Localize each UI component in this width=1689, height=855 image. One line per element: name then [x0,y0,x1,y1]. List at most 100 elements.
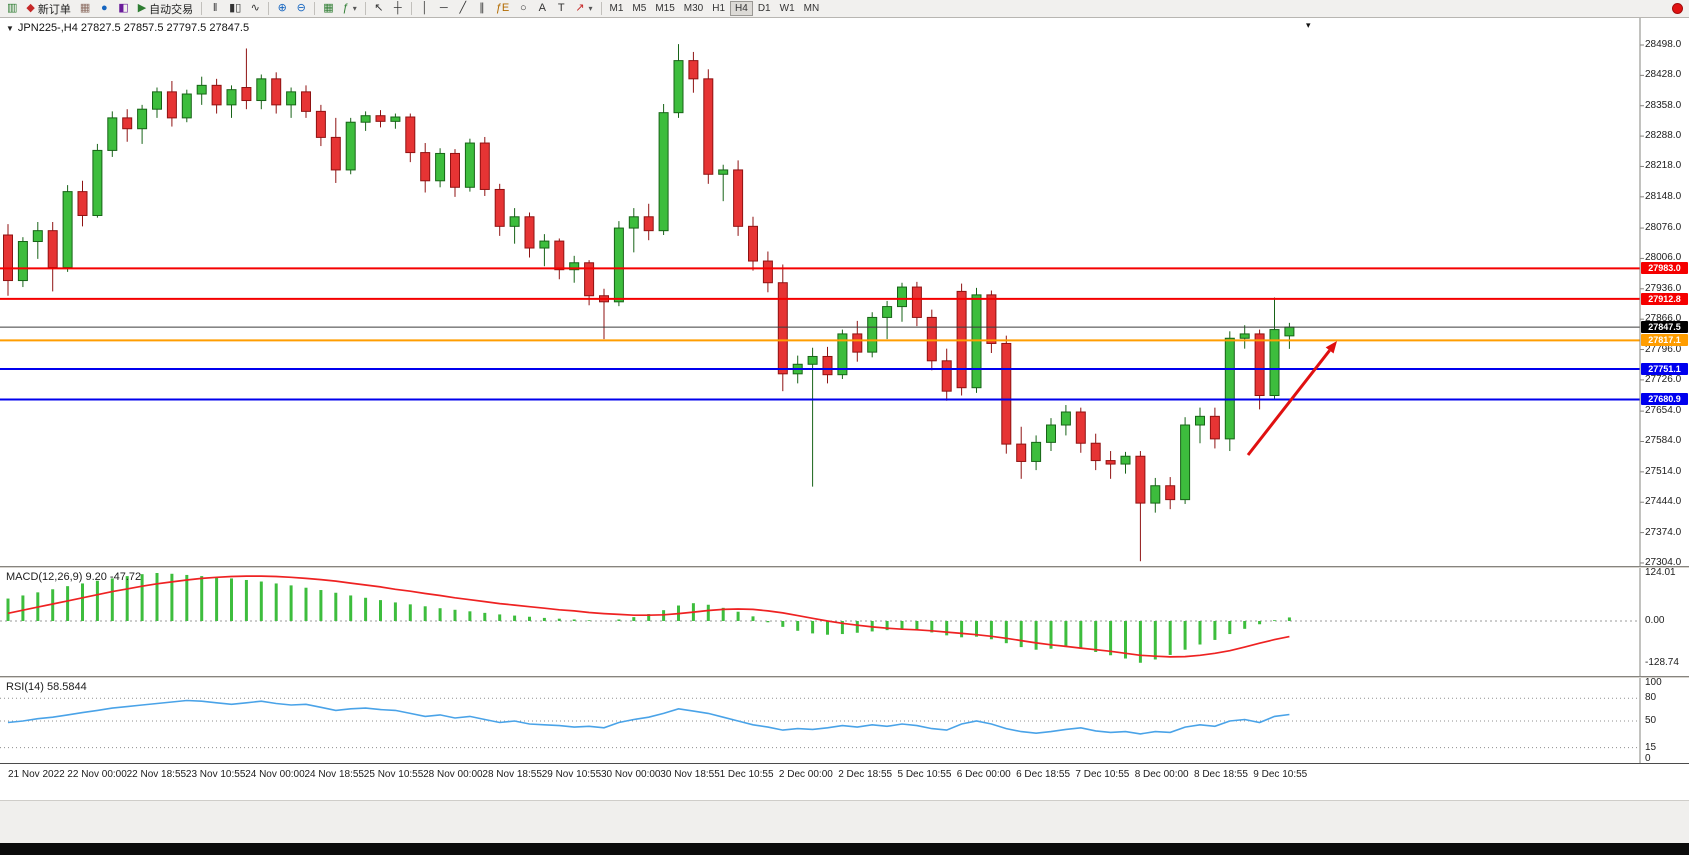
text-button[interactable]: A [533,1,551,17]
candle [1150,477,1161,513]
trend-arrow-object[interactable] [1246,341,1337,456]
time-axis-label: 6 Dec 18:55 [1016,769,1071,780]
timeframe-m15-button[interactable]: M15 [655,3,675,14]
candle [301,85,311,118]
candle [360,111,371,131]
candle [688,51,699,93]
candle [897,282,907,322]
price-axis-label: 27796.0 [1645,343,1682,355]
candle [1016,426,1027,479]
fibonacci-button[interactable]: ƒE [492,1,513,17]
price-axis-label: 28006.0 [1645,252,1682,264]
time-axis-label: 25 Nov 10:55 [363,769,424,780]
time-axis-label: 24 Nov 00:00 [245,769,305,780]
bar-chart-mode-button[interactable]: ‖ [206,1,224,17]
chevron-down-icon[interactable]: ▾ [352,4,357,13]
auto-trading-icon: ▶ [137,2,147,14]
candle [509,208,520,244]
chevron-down-icon[interactable]: ▾ [588,4,593,13]
candlestick-mode-button[interactable]: ▮▯ [225,1,245,17]
hline-price-tag: 27912.8 [1641,292,1688,305]
rsi-indicator-pane[interactable]: RSI(14) 58.5844 100 80 50 15 0 [0,677,1689,764]
time-axis-label: 5 Dec 10:55 [897,769,952,780]
line-chart-mode-button[interactable]: ∿ [246,1,264,17]
price-chart-pane[interactable]: ▼ JPN225-,H4 27827.5 27857.5 27797.5 278… [0,18,1689,568]
time-axis[interactable]: 21 Nov 2022 22 Nov 00:00 22 Nov 18:55 23 No… [0,764,1689,800]
candle [613,221,624,307]
candlestick-mode-icon: ▮▯ [229,2,242,14]
candle [599,288,609,340]
candle [1180,417,1191,504]
cursor-button[interactable]: ↖ [370,1,388,17]
navigator-button[interactable]: ◧ [114,1,132,17]
candle [718,164,729,202]
timeframe-h4-button[interactable]: H4 [730,1,753,16]
price-axis-label: 28428.0 [1645,69,1682,81]
timeframe-h1-button[interactable]: H1 [712,3,726,14]
trendline-button[interactable]: ╱ [454,1,472,17]
price-chart-canvas[interactable] [0,18,1689,566]
hline-price-tag: 27817.1 [1641,334,1688,347]
horizontal-line-button[interactable]: ─ [435,1,453,17]
candle [196,76,207,105]
timeframe-d1-button[interactable]: D1 [757,3,771,14]
crosshair-button[interactable]: ┼ [389,1,407,17]
candle [390,113,401,129]
time-axis-label: 7 Dec 10:55 [1075,769,1130,780]
candle [703,69,714,184]
candle [464,138,475,192]
price-axis-label: 28288.0 [1645,130,1682,142]
timeframe-m30-button[interactable]: M30 [683,3,704,14]
rsi-axis-label: 0 [1645,753,1651,764]
candle [1224,331,1235,452]
vertical-line-icon: │ [421,2,429,14]
candle [837,329,848,380]
zoom-in-button[interactable]: ⊕ [273,1,291,17]
timeframe-mn-button[interactable]: MN [803,3,820,14]
candle [554,238,565,280]
new-chart-button[interactable]: ▥ [3,1,21,17]
candle [137,104,148,144]
timeframe-w1-button[interactable]: W1 [779,3,795,14]
zoom-out-button[interactable]: ⊖ [292,1,310,17]
time-axis-label: 21 Nov 2022 [8,769,65,780]
fibonacci-icon: ƒE [495,2,510,14]
tile-windows-button[interactable]: ▦ [319,1,337,17]
time-axis-label: 23 Nov 10:55 [185,769,246,780]
arrows-button[interactable]: ↗ ▾ [571,1,596,17]
chart-profiles-icon: ▦ [79,2,91,14]
candle [420,143,431,193]
candle [32,221,43,259]
notification-icon[interactable] [1672,3,1683,14]
time-axis-label: 24 Nov 18:55 [304,769,365,780]
auto-trading-button[interactable]: ▶ 自动交易 [134,1,197,17]
candle [1031,435,1042,471]
macd-canvas[interactable] [0,568,1689,676]
channel-button[interactable]: ∥ [473,1,491,17]
chart-collapse-icon[interactable]: ▼ [6,23,14,33]
time-axis-label: 6 Dec 00:00 [956,769,1011,780]
indicators-button[interactable]: ƒ ▾ [339,1,361,17]
timeframe-m5-button[interactable]: M5 [632,3,647,14]
macd-indicator-pane[interactable]: MACD(12,26,9) 9.20 -47.72 124.01 0.00 -128… [0,567,1689,676]
candle [867,312,878,358]
market-watch-button[interactable]: ● [95,1,113,17]
zoom-in-icon: ⊕ [277,2,287,14]
rsi-canvas[interactable] [0,678,1689,763]
candle [226,85,237,118]
new-order-button[interactable]: ◆ 新订单 [22,1,74,17]
text-label-button[interactable]: T [552,1,570,17]
vertical-line-button[interactable]: │ [416,1,434,17]
candle [1001,335,1012,454]
pane-splitter[interactable] [0,676,1689,678]
pane-splitter[interactable] [0,566,1689,568]
shapes-button[interactable]: ○ [514,1,532,17]
time-axis-label: 30 Nov 18:55 [660,769,720,780]
candle [1105,451,1116,479]
chart-profiles-button[interactable]: ▦ [76,1,94,17]
candle [152,87,162,118]
candle [986,290,997,353]
timeframe-m1-button[interactable]: M1 [609,3,624,14]
tile-windows-icon: ▦ [323,2,334,14]
chart-shift-marker-icon[interactable]: ▾ [1306,20,1311,30]
